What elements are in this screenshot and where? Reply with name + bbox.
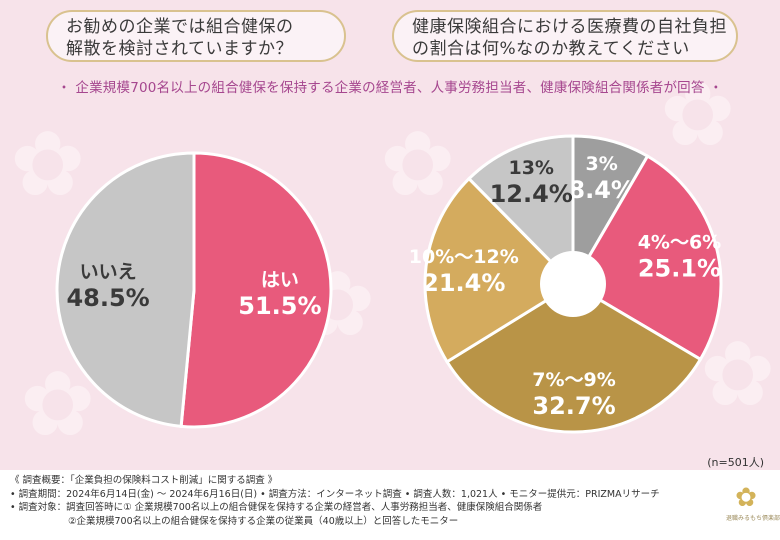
pie2-category-label-1: 4%〜6%: [638, 231, 722, 253]
question-1-line-2: 解散を検討されていますか？: [66, 39, 293, 59]
question-2-line-1: 健康保険組合における医療費の自社負担: [412, 17, 727, 37]
pie1-value-label-1: 48.5%: [66, 284, 149, 312]
pie2-category-label-4: 13%: [508, 157, 553, 179]
question-2-line-2: の割合は何%なのか教えてください: [412, 39, 690, 59]
footer-line-3: • 調査対象：調査回答時に① 企業規模700名以上の組合健保を保持する企業の経営…: [10, 502, 543, 513]
pie2-center-hole: [540, 251, 606, 317]
pie2-slice-3: [423, 176, 576, 364]
pie2-category-label-3: 10%〜12%: [409, 246, 519, 268]
pie-chart-self-burden: 3%8.4%4%〜6%25.1%7%〜9%32.7%10%〜12%21.4%13…: [409, 134, 723, 434]
question-1-line-1: お勧めの企業では組合健保の: [66, 17, 294, 37]
pie2-slice-4: [466, 134, 575, 288]
logo-text: 退職みるもち倶楽部: [726, 515, 780, 522]
footer-line-1: 《 調査概要：「企業負担の保険料コスト削減」に関する調査 》: [10, 475, 278, 486]
pie2-value-label-4: 12.4%: [490, 180, 573, 208]
sample-size-label: (n=501人): [707, 456, 764, 469]
pie1-slice-0: [179, 151, 333, 429]
question-2-box: 健康保険組合における医療費の自社負担 の割合は何%なのか教えてください: [392, 10, 738, 62]
pie2-category-label-2: 7%〜9%: [532, 369, 616, 391]
pie2-value-label-3: 21.4%: [422, 269, 505, 297]
pie2-slice-2: [444, 282, 703, 434]
question-1-box: お勧めの企業では組合健保の 解散を検討されていますか？: [46, 10, 346, 62]
pie1-slice-1: [55, 151, 196, 429]
pie2-slice-1: [570, 154, 723, 362]
brand-logo: ✿ 退職みるもち倶楽部: [726, 483, 780, 526]
pie1-category-label-0: はい: [261, 269, 299, 291]
footer-line-2: • 調査期間：2024年6月14日(金) 〜 2024年6月16日(日) • 調…: [10, 488, 660, 500]
footer-line-4: ②企業規模700名以上の組合健保を保持する企業の従業員（40歳以上）と回答したモ…: [68, 515, 459, 527]
pie2-value-label-1: 25.1%: [638, 254, 721, 282]
pie1-category-label-1: いいえ: [80, 261, 137, 283]
logo-flower-icon: ✿: [735, 483, 757, 513]
pie1-value-label-0: 51.5%: [238, 292, 321, 320]
respondents-subtitle: ・ 企業規模700名以上の組合健保を保持する企業の経営者、人事労務担当者、健康保…: [57, 80, 723, 96]
pie2-category-label-0: 3%: [586, 153, 618, 175]
survey-footer: 《 調査概要：「企業負担の保険料コスト削減」に関する調査 》 • 調査期間：20…: [0, 470, 780, 540]
pie2-value-label-2: 32.7%: [532, 392, 615, 420]
